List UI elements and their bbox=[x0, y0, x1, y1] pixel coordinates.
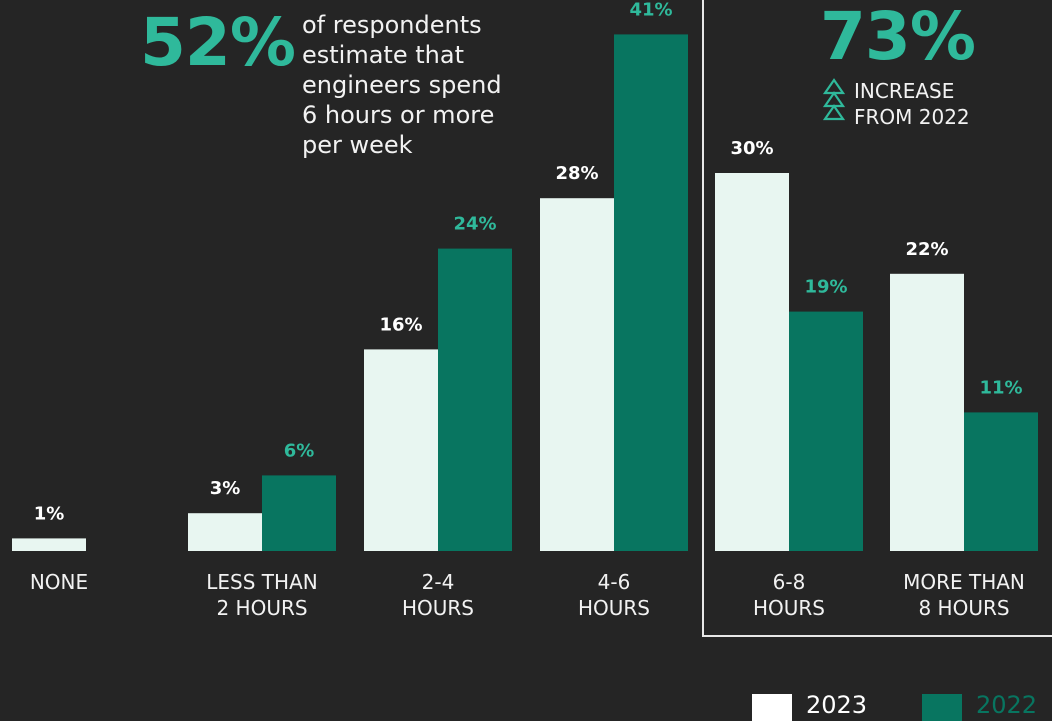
data-label-2022-1: 6% bbox=[284, 440, 315, 461]
category-label-2: 2-4 bbox=[422, 570, 455, 594]
bar-2023-0 bbox=[12, 538, 86, 551]
bar-2022-1 bbox=[262, 475, 336, 551]
data-label-2023-3: 28% bbox=[555, 163, 598, 184]
data-label-2023-0: 1% bbox=[34, 503, 65, 524]
headline-line: estimate that bbox=[302, 40, 532, 70]
bar-2022-2 bbox=[438, 249, 512, 551]
data-label-2022-3: 41% bbox=[629, 0, 672, 20]
increase-line: INCREASE bbox=[854, 78, 970, 104]
bar-2022-3 bbox=[614, 34, 688, 551]
headline-line: of respondents bbox=[302, 10, 532, 40]
category-label-3: 4-6 bbox=[598, 570, 631, 594]
increase-text: INCREASE FROM 2022 bbox=[854, 78, 970, 130]
increase-line: FROM 2022 bbox=[854, 104, 970, 130]
legend: 2023 2022 bbox=[0, 692, 1052, 719]
bar-2023-2 bbox=[364, 349, 438, 551]
headline-text: of respondents estimate that engineers s… bbox=[302, 10, 532, 160]
category-label-1: LESS THAN bbox=[206, 570, 317, 594]
headline-line: engineers spend bbox=[302, 70, 532, 100]
headline-line: 6 hours or more bbox=[302, 100, 532, 130]
headline-stat: 52% bbox=[140, 4, 295, 81]
triple-triangle-up-icon bbox=[822, 78, 846, 124]
data-label-2023-2: 16% bbox=[379, 314, 422, 335]
bar-2023-1 bbox=[188, 513, 262, 551]
legend-label-2023: 2023 bbox=[806, 691, 867, 719]
legend-swatch-2023 bbox=[752, 694, 792, 721]
increase-stat: 73% bbox=[820, 0, 975, 75]
data-label-2022-2: 24% bbox=[453, 214, 496, 235]
legend-label-2022: 2022 bbox=[976, 691, 1037, 719]
data-label-2023-1: 3% bbox=[210, 478, 241, 499]
bar-2023-3 bbox=[540, 198, 614, 551]
category-label-3: HOURS bbox=[578, 596, 650, 620]
category-label-1: 2 HOURS bbox=[216, 596, 307, 620]
legend-swatch-2022 bbox=[922, 694, 962, 721]
category-label-2: HOURS bbox=[402, 596, 474, 620]
headline-line: per week bbox=[302, 130, 532, 160]
category-label-0: NONE bbox=[30, 570, 88, 594]
